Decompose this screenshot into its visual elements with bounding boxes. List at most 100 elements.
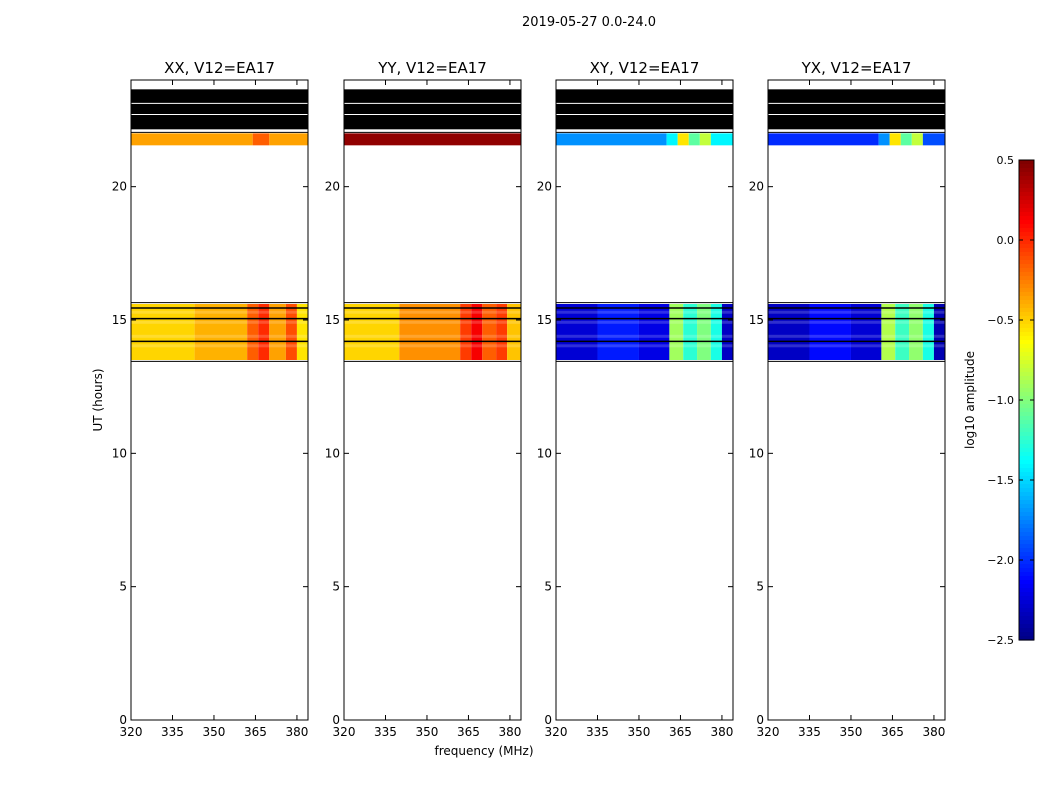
heatmap-cell bbox=[471, 304, 483, 360]
y-tick-label: 20 bbox=[749, 180, 764, 194]
colorbar-segment bbox=[1019, 252, 1034, 257]
heatmap-cell bbox=[131, 133, 253, 146]
colorbar-segment bbox=[1019, 180, 1034, 185]
heatmap-cell bbox=[721, 304, 733, 360]
heatmap-cell bbox=[911, 133, 923, 146]
y-tick-label: 15 bbox=[537, 313, 552, 327]
colorbar-segment bbox=[1019, 428, 1034, 433]
colorbar-segment bbox=[1019, 384, 1034, 389]
y-tick-label: 10 bbox=[749, 446, 764, 460]
colorbar-segment bbox=[1019, 276, 1034, 281]
colorbar-segment bbox=[1019, 508, 1034, 513]
colorbar-segment bbox=[1019, 376, 1034, 381]
heatmap-cell bbox=[296, 304, 308, 360]
heatmap-cell bbox=[889, 133, 901, 146]
axes-frame bbox=[555, 79, 734, 721]
colorbar-segment bbox=[1019, 316, 1034, 321]
colorbar-segment bbox=[1019, 548, 1034, 553]
colorbar-segment bbox=[1019, 280, 1034, 285]
y-tick-label: 0 bbox=[119, 713, 127, 727]
band-row-shade bbox=[131, 334, 308, 338]
colorbar-segment bbox=[1019, 624, 1034, 629]
colorbar-tick-label: 0.5 bbox=[997, 154, 1015, 167]
colorbar-segment bbox=[1019, 340, 1034, 345]
panel-title: YX, V12=EA17 bbox=[801, 59, 912, 77]
colorbar-segment bbox=[1019, 396, 1034, 401]
x-tick-label: 365 bbox=[669, 725, 692, 739]
x-tick-label: 380 bbox=[710, 725, 733, 739]
y-tick-label: 20 bbox=[112, 180, 127, 194]
heatmap-cell bbox=[258, 304, 270, 360]
band-row-shade bbox=[556, 320, 733, 324]
heatmap-cell bbox=[768, 133, 879, 146]
colorbar-segment bbox=[1019, 464, 1034, 469]
colorbar-segment bbox=[1019, 556, 1034, 561]
colorbar-segment bbox=[1019, 444, 1034, 449]
heatmap-cell bbox=[252, 133, 270, 146]
colorbar-tick-label: −1.5 bbox=[987, 474, 1014, 487]
colorbar-segment bbox=[1019, 228, 1034, 233]
colorbar-tick-label: −1.0 bbox=[987, 394, 1014, 407]
colorbar-segment bbox=[1019, 580, 1034, 585]
colorbar-segment bbox=[1019, 600, 1034, 605]
heatmap-cell bbox=[556, 133, 667, 146]
x-tick-label: 350 bbox=[628, 725, 651, 739]
colorbar-segment bbox=[1019, 564, 1034, 569]
colorbar-segment bbox=[1019, 572, 1034, 577]
colorbar-segment bbox=[1019, 420, 1034, 425]
colorbar-segment bbox=[1019, 404, 1034, 409]
colorbar-segment bbox=[1019, 260, 1034, 265]
band-row-shade bbox=[556, 310, 733, 314]
heatmap-cell bbox=[878, 133, 890, 146]
heatmap-cell bbox=[597, 304, 639, 360]
colorbar-segment bbox=[1019, 448, 1034, 453]
colorbar-segment bbox=[1019, 352, 1034, 357]
x-tick-label: 320 bbox=[120, 725, 143, 739]
heatmap-cell bbox=[922, 304, 934, 360]
x-tick-label: 335 bbox=[586, 725, 609, 739]
colorbar-segment bbox=[1019, 480, 1034, 485]
heatmap-cell bbox=[900, 133, 912, 146]
band-row-shade bbox=[556, 334, 733, 338]
y-tick-label: 10 bbox=[112, 446, 127, 460]
panel-3: YX, V12=EA17 320 335 350 365 380 0 5 10 15 20 bbox=[749, 59, 946, 739]
colorbar-segment bbox=[1019, 408, 1034, 413]
colorbar-segment bbox=[1019, 232, 1034, 237]
colorbar-segment bbox=[1019, 372, 1034, 377]
colorbar-segment bbox=[1019, 452, 1034, 457]
panel-title: YY, V12=EA17 bbox=[377, 59, 487, 77]
band-row-shade bbox=[768, 310, 945, 314]
x-tick-label: 335 bbox=[374, 725, 397, 739]
colorbar-segment bbox=[1019, 472, 1034, 477]
colorbar-segment bbox=[1019, 440, 1034, 445]
colorbar-segment bbox=[1019, 212, 1034, 217]
band-row-shade bbox=[344, 334, 521, 338]
colorbar-segment bbox=[1019, 192, 1034, 197]
colorbar-segment bbox=[1019, 224, 1034, 229]
colorbar-segment bbox=[1019, 488, 1034, 493]
heatmap-cell bbox=[922, 133, 945, 146]
colorbar-segment bbox=[1019, 356, 1034, 361]
colorbar-segment bbox=[1019, 512, 1034, 517]
colorbar-segment bbox=[1019, 172, 1034, 177]
heatmap-cell bbox=[710, 304, 722, 360]
colorbar-segment bbox=[1019, 492, 1034, 497]
heatmap-cell bbox=[666, 133, 678, 146]
colorbar-tick-label: −0.5 bbox=[987, 314, 1014, 327]
colorbar-segment bbox=[1019, 576, 1034, 581]
panel-2: XY, V12=EA17 320 335 350 365 380 0 5 10 15 20 bbox=[537, 59, 734, 739]
panel-title: XY, V12=EA17 bbox=[590, 59, 700, 77]
colorbar-segment bbox=[1019, 632, 1034, 637]
colorbar-segment bbox=[1019, 604, 1034, 609]
y-tick-label: 0 bbox=[756, 713, 764, 727]
colorbar-segment bbox=[1019, 460, 1034, 465]
flagged-block bbox=[344, 89, 521, 130]
colorbar-segment bbox=[1019, 608, 1034, 613]
y-tick-label: 20 bbox=[537, 180, 552, 194]
colorbar-segment bbox=[1019, 240, 1034, 245]
colorbar-segment bbox=[1019, 412, 1034, 417]
colorbar-segment bbox=[1019, 528, 1034, 533]
y-tick-label: 5 bbox=[119, 580, 127, 594]
colorbar-segment bbox=[1019, 424, 1034, 429]
